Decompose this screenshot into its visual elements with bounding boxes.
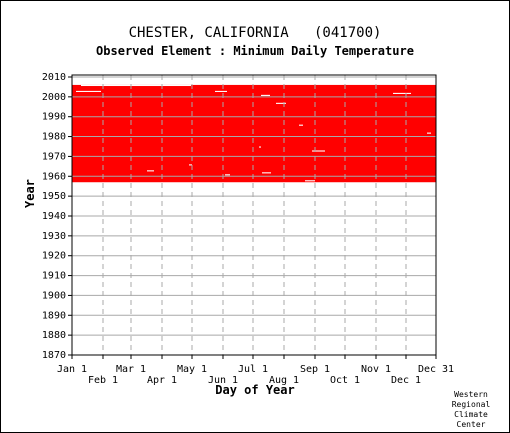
missing-data-gap <box>262 172 271 174</box>
y-axis-label: Year <box>23 179 37 208</box>
y-tick-label: 1940 <box>42 211 66 222</box>
y-tick-label: 1910 <box>42 271 66 282</box>
x-tick-label: Dec 1 <box>391 375 421 386</box>
y-tick-label: 1930 <box>42 231 66 242</box>
missing-data-gap <box>299 124 303 126</box>
y-axis: 1870 1880 1890 1900 1910 1920 1930 1940 1950 1960… <box>42 72 72 361</box>
missing-data-gap <box>215 90 227 92</box>
x-tick-label: Jul 1 <box>238 364 268 375</box>
y-tick-label: 1950 <box>42 191 66 202</box>
missing-data-gap <box>305 180 315 182</box>
x-tick-label: Feb 1 <box>88 375 118 386</box>
x-tick-label: May 1 <box>177 364 207 375</box>
missing-data-gap <box>76 90 101 92</box>
x-tick-label: Aug 1 <box>269 375 299 386</box>
missing-data-gap <box>261 94 270 96</box>
missing-data-gap <box>189 164 192 166</box>
y-tick-label: 2010 <box>42 72 66 83</box>
x-axis-label: Day of Year <box>215 383 295 397</box>
x-tick-label: Mar 1 <box>116 364 146 375</box>
y-tick-label: 1990 <box>42 112 66 123</box>
grid-layer <box>71 74 437 356</box>
chart-subtitle: Observed Element : Minimum Daily Tempera… <box>96 44 414 58</box>
credit-line: Regional <box>451 400 491 409</box>
x-tick-label: Sep 1 <box>300 364 330 375</box>
y-tick-label: 1880 <box>42 330 66 341</box>
missing-data-gap <box>259 146 261 148</box>
missing-data-gap <box>393 92 411 94</box>
missing-data-gap <box>147 170 154 172</box>
plot-border <box>71 74 437 356</box>
missing-data-gap <box>81 84 191 87</box>
y-tick-label: 1970 <box>42 151 66 162</box>
y-tick-label: 1960 <box>42 171 66 182</box>
x-axis: Jan 1 Mar 1 May 1 Jul 1 Sep 1 Nov 1 Dec 31 Feb … <box>57 355 454 386</box>
credit-line: Western <box>454 390 488 399</box>
x-tick-label: Jun 1 <box>208 375 238 386</box>
y-tick-label: 1920 <box>42 251 66 262</box>
observed-data-layer <box>72 84 436 183</box>
y-tick-label: 1890 <box>42 310 66 321</box>
missing-data-gap <box>225 174 230 176</box>
missing-data-gap <box>427 132 431 134</box>
y-tick-label: 1900 <box>42 290 66 301</box>
page-title: CHESTER, CALIFORNIA (041700) <box>128 25 382 41</box>
y-tick-label: 2000 <box>42 92 66 103</box>
x-tick-label: Oct 1 <box>330 375 360 386</box>
x-tick-label: Apr 1 <box>147 375 177 386</box>
credit-line: Climate <box>454 410 488 419</box>
missing-data-gap <box>276 102 286 104</box>
x-tick-label: Dec 31 <box>418 364 454 375</box>
credit-text: Western Regional Climate Center <box>448 390 494 430</box>
x-tick-label: Nov 1 <box>361 364 391 375</box>
missing-data-layer <box>76 84 431 182</box>
missing-data-gap <box>312 150 325 152</box>
y-tick-label: 1870 <box>42 350 66 361</box>
x-tick-label: Jan 1 <box>57 364 87 375</box>
credit-line: Center <box>456 420 486 429</box>
observed-data-band <box>72 84 436 183</box>
y-tick-label: 1980 <box>42 132 66 143</box>
